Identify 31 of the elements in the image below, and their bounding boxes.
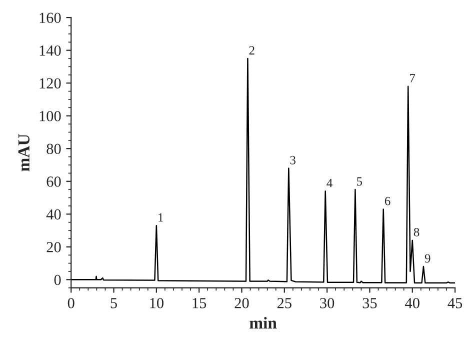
annotation: 3	[290, 156, 296, 164]
x-tick-label: 20	[234, 298, 249, 308]
y-tick-label: 60	[46, 176, 61, 187]
y-tick-label: 160	[40, 12, 61, 23]
annotation: 8	[414, 228, 420, 236]
x-tick-label: 25	[277, 298, 292, 308]
x-tick-label: 45	[448, 298, 462, 308]
annotation: 2	[249, 46, 254, 54]
line-series	[71, 58, 456, 284]
y-tick-label: 140	[40, 45, 61, 56]
x-tick-label: 10	[150, 298, 164, 308]
y-tick-label: 0	[54, 274, 61, 286]
annotation: 7	[410, 74, 416, 82]
x-tick-label: 5	[110, 298, 117, 308]
annotation: 1	[158, 213, 163, 222]
x-tick-label: 35	[362, 298, 377, 308]
y-tick-label: 80	[46, 144, 61, 154]
annotation: 5	[356, 177, 362, 186]
x-tick-label: 15	[192, 298, 206, 308]
annotation: 9	[424, 254, 430, 263]
x-axis-title: min	[250, 316, 277, 329]
x-tick-label: 0	[68, 298, 74, 308]
y-tick-label: 100	[40, 110, 61, 122]
x-tick-label: 30	[320, 298, 334, 308]
y-tick-label: 120	[40, 78, 61, 89]
annotation: 6	[384, 196, 390, 206]
x-tick-label: 40	[405, 298, 420, 308]
y-axis-title: mAU	[18, 134, 30, 172]
annotation: 4	[326, 178, 332, 188]
y-tick-label: 20	[46, 242, 61, 252]
y-tick-label: 40	[46, 209, 61, 220]
